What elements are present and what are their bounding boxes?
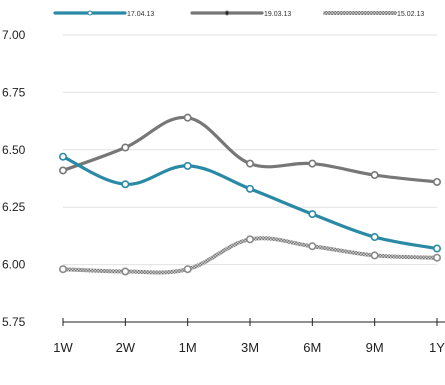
- x-tick-label: 6M: [303, 340, 321, 355]
- x-tick-label: 1M: [179, 340, 197, 355]
- data-point[interactable]: [121, 143, 130, 152]
- legend-item[interactable]: 17.04.13: [53, 10, 154, 18]
- data-point[interactable]: [58, 166, 67, 175]
- legend-marker: [224, 10, 230, 16]
- y-tick-label: 7.00: [2, 28, 26, 42]
- data-point[interactable]: [58, 265, 67, 274]
- data-point[interactable]: [183, 113, 192, 122]
- series-lines: [58, 113, 441, 276]
- series-15.02.13: [58, 235, 441, 276]
- legend-label: 17.04.13: [127, 11, 154, 18]
- legend-label: 15.02.13: [397, 11, 424, 18]
- data-point[interactable]: [308, 210, 317, 219]
- x-tick-label: 1W: [53, 340, 73, 355]
- x-tick-label: 1Y: [429, 340, 445, 355]
- y-tick-label: 6.25: [2, 200, 26, 214]
- data-point[interactable]: [183, 161, 192, 170]
- series-line: [61, 236, 439, 275]
- x-tick-label: 9M: [366, 340, 384, 355]
- data-point[interactable]: [246, 235, 255, 244]
- series-19.03.13: [58, 113, 441, 186]
- legend-item[interactable]: 19.03.13: [190, 10, 291, 18]
- legend-label: 19.03.13: [264, 11, 291, 18]
- data-point[interactable]: [432, 177, 441, 186]
- data-point[interactable]: [432, 244, 441, 253]
- data-point[interactable]: [58, 152, 67, 161]
- series-line: [61, 155, 439, 251]
- y-tick-label: 6.00: [2, 258, 26, 272]
- data-point[interactable]: [121, 180, 130, 189]
- legend-item[interactable]: 15.02.13: [323, 11, 424, 18]
- x-tick-label: 3M: [241, 340, 259, 355]
- data-point[interactable]: [370, 171, 379, 180]
- y-tick-label: 5.75: [2, 315, 26, 329]
- legend[interactable]: 17.04.13 19.03.13 15.02.13: [53, 10, 424, 18]
- data-point[interactable]: [370, 233, 379, 242]
- data-point[interactable]: [308, 242, 317, 251]
- data-point[interactable]: [246, 159, 255, 168]
- x-tick-label: 2W: [116, 340, 136, 355]
- data-point[interactable]: [308, 159, 317, 168]
- legend-marker: [87, 10, 93, 16]
- data-point[interactable]: [370, 251, 379, 260]
- axes: 5.75 6.00 6.25 6.50 6.75 7.00 1W 2W 1M 3M 6M 9M 1Y: [2, 28, 445, 355]
- y-tick-label: 6.50: [2, 143, 26, 157]
- series-17.04.13: [58, 152, 441, 253]
- data-point[interactable]: [246, 184, 255, 193]
- data-point[interactable]: [432, 253, 441, 262]
- data-point[interactable]: [121, 267, 130, 276]
- data-point[interactable]: [183, 265, 192, 274]
- y-tick-label: 6.75: [2, 85, 26, 99]
